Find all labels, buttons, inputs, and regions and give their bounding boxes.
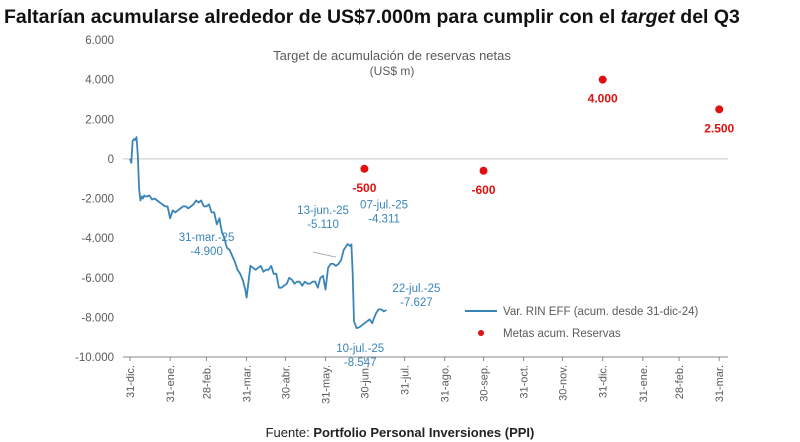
annotation-layer: 31-mar.-25 -4.900 13-jun.-25 -5.110 07-jul.-… <box>179 199 441 369</box>
x-tick-label: 31-ene. <box>165 365 177 402</box>
annotation-value: -8.547 <box>344 357 377 369</box>
annotation-value: -5.110 <box>307 219 339 231</box>
target-point <box>360 164 369 173</box>
x-tick-label: 30-jun. <box>359 365 371 399</box>
y-tick-label: -10.000 <box>75 352 114 364</box>
x-tick-label: 31-ago. <box>440 365 452 402</box>
x-tick-label: 31-may. <box>321 365 333 404</box>
target-label: 2.500 <box>704 121 734 135</box>
x-tick-label: 30-sep. <box>479 365 491 402</box>
annotation-date: 10-jul.-25 <box>336 343 384 355</box>
headline-prefix: Faltarían acumularse alrededor de US$7.0… <box>4 6 621 28</box>
y-tick-label: -8.000 <box>81 312 114 324</box>
headline-italic: target <box>620 6 675 28</box>
annotation-value: -7.627 <box>400 297 433 309</box>
legend-entry-line: Var. RIN EFF (acum. desde 31-dic-24) <box>503 306 699 318</box>
annotation-date: 22-jul.-25 <box>392 283 440 295</box>
x-tick-label: 31-dic. <box>125 365 137 398</box>
annotation-date: 13-jun.-25 <box>297 205 349 217</box>
x-tick-label: 28-feb. <box>674 365 686 399</box>
chart-subtitle: (US$ m) <box>370 64 415 78</box>
target-label: 4.000 <box>588 92 618 106</box>
y-tick-label: -2.000 <box>81 194 114 206</box>
rin-line <box>129 136 387 330</box>
target-label: -600 <box>472 183 496 197</box>
legend-dot-swatch <box>478 330 484 336</box>
annotation-value: -4.900 <box>190 246 223 258</box>
y-tick-label: -4.000 <box>81 233 114 245</box>
series-layer: -500 -600 4.000 2.500 <box>129 75 735 330</box>
y-axis: 6.000 4.000 2.000 0 -2.000 -4.000 -6.000 -8.000… <box>75 35 728 364</box>
annotation-value: -4.311 <box>368 213 400 225</box>
target-point <box>479 166 488 175</box>
y-tick-label: 6.000 <box>85 35 114 47</box>
chart-title: Target de acumulación de reservas netas <box>273 48 511 63</box>
y-tick-label: 2.000 <box>85 114 114 126</box>
x-tick-label: 31-mar. <box>714 365 726 402</box>
x-tick-label: 28-feb. <box>201 365 213 399</box>
x-tick-label: 31-jul. <box>400 365 412 395</box>
legend: Var. RIN EFF (acum. desde 31-dic-24) Meta… <box>465 306 699 340</box>
x-axis: 31-dic. 31-ene. 28-feb. 31-mar. 30-abr. 31-ma… <box>123 356 728 404</box>
source-note: Fuente: Portfolio Personal Inversiones (… <box>0 425 800 440</box>
target-point <box>715 105 724 114</box>
annotation-date: 31-mar.-25 <box>179 232 235 244</box>
source-name: Portfolio Personal Inversiones (PPI) <box>313 425 535 440</box>
legend-entry-dots: Metas acum. Reservas <box>503 328 621 340</box>
y-tick-label: -6.000 <box>81 273 114 285</box>
x-tick-label: 31-ene. <box>638 365 650 402</box>
source-label: Fuente: <box>265 425 314 440</box>
x-tick-label: 30-nov. <box>558 365 570 401</box>
target-label: -500 <box>352 181 376 195</box>
y-tick-label: 0 <box>108 154 114 166</box>
annotation-date: 07-jul.-25 <box>360 199 408 211</box>
headline: Faltarían acumularse alrededor de US$7.0… <box>4 6 796 29</box>
target-point <box>598 75 607 84</box>
x-tick-label: 31-dic. <box>598 365 610 398</box>
x-tick-label: 31-oct. <box>519 365 531 399</box>
annotation-leader <box>313 251 337 258</box>
x-tick-label: 30-abr. <box>280 365 292 399</box>
y-tick-label: 4.000 <box>85 75 114 87</box>
x-tick-label: 31-mar. <box>242 365 254 402</box>
headline-suffix: del Q3 <box>674 6 740 28</box>
